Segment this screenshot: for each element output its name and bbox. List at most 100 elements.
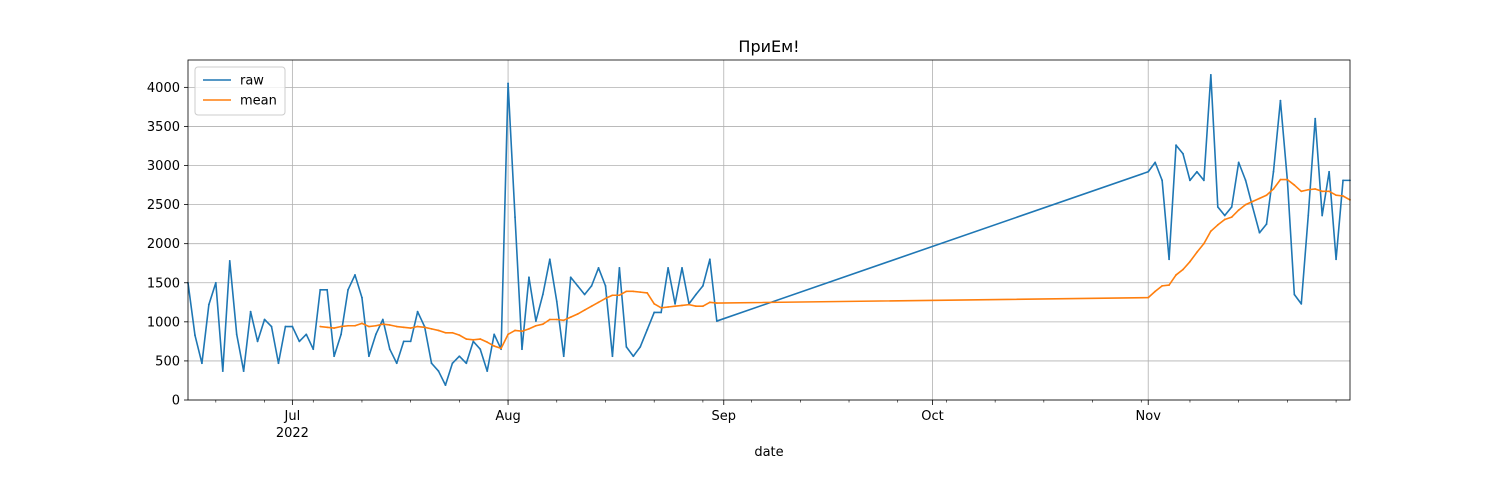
data-point-raw — [284, 325, 287, 328]
data-point-raw — [569, 276, 572, 279]
data-point-raw — [305, 333, 308, 336]
data-point-mean — [368, 325, 370, 328]
legend-box — [194, 66, 286, 116]
data-point-mean — [576, 313, 579, 315]
data-point-mean — [1314, 188, 1317, 190]
data-point-raw — [674, 302, 676, 305]
data-point-mean — [486, 341, 489, 344]
data-point-raw — [214, 281, 217, 284]
data-point-raw — [548, 258, 551, 261]
data-point-raw — [1251, 206, 1254, 208]
data-point-mean — [1293, 184, 1296, 186]
data-point-mean — [1182, 268, 1184, 271]
data-point-mean — [1202, 242, 1205, 245]
data-point-mean — [702, 305, 704, 308]
data-point-mean — [695, 305, 697, 308]
data-point-mean — [555, 318, 558, 321]
data-point-raw — [201, 362, 203, 365]
data-point-mean — [340, 325, 342, 328]
data-point-mean — [465, 338, 468, 340]
data-point-mean — [1328, 190, 1331, 193]
data-point-mean — [1154, 290, 1157, 293]
data-point-raw — [451, 362, 454, 365]
data-point-mean — [625, 290, 628, 293]
data-point-raw — [702, 284, 704, 287]
data-point-raw — [1154, 161, 1157, 164]
data-point-mean — [333, 327, 336, 329]
data-point-raw — [326, 288, 329, 291]
series-line-mean — [320, 178, 1351, 350]
data-point-raw — [1244, 179, 1247, 182]
data-point-mean — [1216, 224, 1219, 226]
data-point-raw — [1279, 99, 1282, 102]
data-point-raw — [263, 318, 266, 321]
data-point-raw — [430, 362, 433, 365]
data-point-mean — [1251, 200, 1254, 203]
data-point-raw — [416, 310, 419, 313]
data-point-mean — [381, 323, 384, 326]
data-point-mean — [409, 327, 412, 329]
data-point-raw — [458, 355, 461, 358]
data-point-mean — [493, 345, 496, 347]
data-point-mean — [597, 301, 600, 304]
data-point-raw — [1237, 161, 1240, 164]
data-point-mean — [548, 318, 551, 321]
data-point-raw — [486, 370, 489, 372]
data-point-raw — [235, 333, 238, 336]
data-point-mean — [479, 338, 482, 340]
data-point-raw — [472, 340, 475, 343]
data-point-mean — [590, 305, 593, 308]
data-point-raw — [1328, 170, 1331, 173]
data-point-raw — [632, 355, 635, 358]
data-point-mean — [354, 324, 356, 327]
y-tick-label: 500 — [155, 354, 180, 369]
data-point-mean — [1321, 190, 1324, 193]
data-point-mean — [423, 326, 426, 329]
data-point-raw — [660, 311, 663, 314]
data-point-raw — [1202, 179, 1205, 182]
data-point-mean — [653, 302, 656, 305]
data-point-raw — [1300, 302, 1303, 305]
data-point-mean — [1244, 203, 1247, 206]
data-point-mean — [326, 326, 329, 329]
x-tick-sublabel: 2022 — [276, 426, 309, 441]
data-point-mean — [416, 325, 419, 328]
data-point-mean — [500, 347, 503, 350]
data-point-raw — [521, 348, 523, 351]
data-point-raw — [1307, 214, 1310, 217]
data-point-raw — [1161, 179, 1164, 182]
data-point-raw — [604, 284, 607, 287]
data-point-raw — [514, 216, 516, 219]
y-tick-label: 0 — [172, 394, 180, 409]
data-point-mean — [1189, 260, 1191, 263]
data-point-raw — [555, 300, 558, 303]
data-point-raw — [1196, 170, 1198, 173]
data-point-mean — [541, 323, 544, 326]
data-point-mean — [1279, 178, 1282, 181]
data-point-mean — [1272, 188, 1275, 190]
legend-label-mean: mean — [240, 94, 277, 109]
data-point-raw — [667, 267, 670, 269]
data-point-raw — [1216, 206, 1219, 208]
data-point-mean — [681, 304, 683, 307]
data-point-raw — [437, 370, 440, 372]
data-point-raw — [1168, 258, 1170, 261]
data-point-raw — [465, 362, 468, 365]
data-point-raw — [590, 284, 593, 287]
data-point-raw — [507, 82, 509, 85]
data-point-mean — [1307, 188, 1310, 191]
data-point-mean — [374, 324, 377, 327]
data-point-mean — [1223, 218, 1226, 221]
data-point-raw — [333, 355, 336, 358]
data-point-raw — [1265, 223, 1268, 226]
axes: 0 500 1000 1500 2000 2500 3000 3500 4000 Jul 2022 A… — [147, 59, 1351, 441]
data-point-mean — [1265, 194, 1268, 197]
data-point-mean — [1196, 251, 1198, 254]
data-point-mean — [514, 329, 516, 332]
data-point-mean — [430, 327, 433, 330]
data-point-raw — [618, 267, 621, 269]
data-point-raw — [493, 333, 496, 336]
data-point-raw — [695, 293, 697, 296]
y-tick-label: 1000 — [147, 315, 180, 330]
